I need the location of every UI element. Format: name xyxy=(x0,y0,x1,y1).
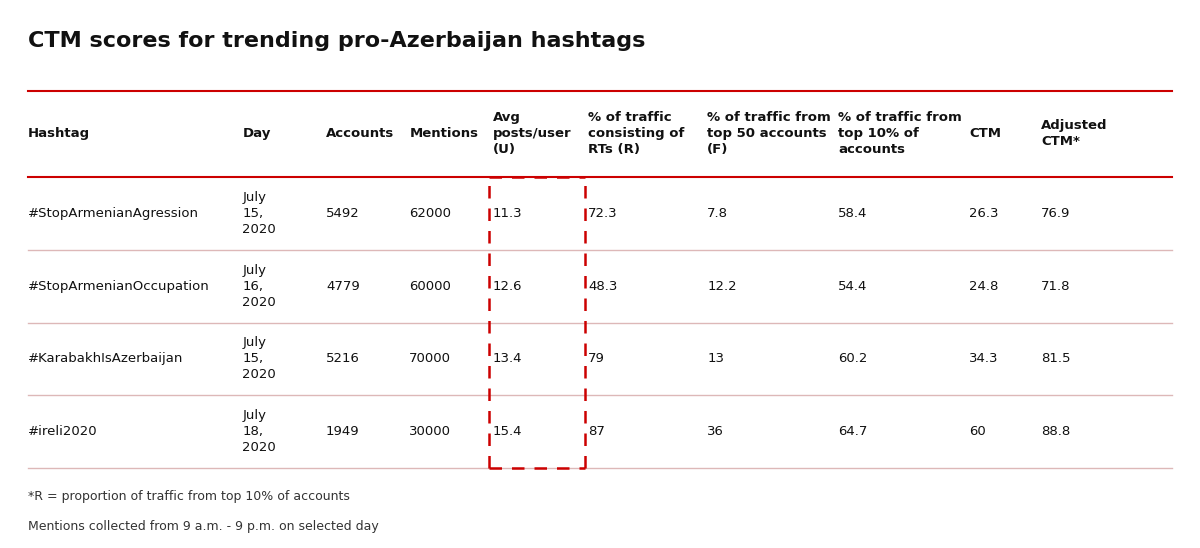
Text: 76.9: 76.9 xyxy=(1040,207,1070,220)
Text: 81.5: 81.5 xyxy=(1040,352,1070,366)
Text: 30000: 30000 xyxy=(409,425,451,438)
Text: 87: 87 xyxy=(588,425,605,438)
Text: Avg
posts/user
(U): Avg posts/user (U) xyxy=(493,111,571,156)
Text: 12.6: 12.6 xyxy=(493,279,522,293)
Text: 79: 79 xyxy=(588,352,605,366)
Text: 60.2: 60.2 xyxy=(839,352,868,366)
Text: 13.4: 13.4 xyxy=(493,352,522,366)
Text: 26.3: 26.3 xyxy=(970,207,998,220)
Text: Mentions: Mentions xyxy=(409,127,479,140)
Text: Mentions collected from 9 a.m. - 9 p.m. on selected day: Mentions collected from 9 a.m. - 9 p.m. … xyxy=(28,520,379,533)
Text: 36: 36 xyxy=(707,425,724,438)
Text: 5216: 5216 xyxy=(326,352,360,366)
Text: Day: Day xyxy=(242,127,271,140)
Text: 72.3: 72.3 xyxy=(588,207,618,220)
Text: 4779: 4779 xyxy=(326,279,360,293)
Text: 15.4: 15.4 xyxy=(493,425,522,438)
Text: % of traffic from
top 50 accounts
(F): % of traffic from top 50 accounts (F) xyxy=(707,111,830,156)
Text: 24.8: 24.8 xyxy=(970,279,998,293)
Text: CTM: CTM xyxy=(970,127,1002,140)
Text: July
15,
2020: July 15, 2020 xyxy=(242,336,276,381)
Text: 5492: 5492 xyxy=(326,207,360,220)
Text: 88.8: 88.8 xyxy=(1040,425,1070,438)
Text: #StopArmenianOccupation: #StopArmenianOccupation xyxy=(28,279,210,293)
Text: 13: 13 xyxy=(707,352,725,366)
Text: July
18,
2020: July 18, 2020 xyxy=(242,409,276,454)
Text: % of traffic from
top 10% of
accounts: % of traffic from top 10% of accounts xyxy=(839,111,962,156)
Text: 70000: 70000 xyxy=(409,352,451,366)
Text: 11.3: 11.3 xyxy=(493,207,522,220)
Text: 64.7: 64.7 xyxy=(839,425,868,438)
Text: *R = proportion of traffic from top 10% of accounts: *R = proportion of traffic from top 10% … xyxy=(28,490,350,503)
Text: #StopArmenianAgression: #StopArmenianAgression xyxy=(28,207,199,220)
Text: 1949: 1949 xyxy=(326,425,360,438)
Text: #ireli2020: #ireli2020 xyxy=(28,425,97,438)
Text: July
15,
2020: July 15, 2020 xyxy=(242,191,276,236)
Text: 12.2: 12.2 xyxy=(707,279,737,293)
Text: Adjusted
CTM*: Adjusted CTM* xyxy=(1040,119,1108,148)
Text: 58.4: 58.4 xyxy=(839,207,868,220)
Text: % of traffic
consisting of
RTs (R): % of traffic consisting of RTs (R) xyxy=(588,111,684,156)
Text: Accounts: Accounts xyxy=(326,127,394,140)
Text: 71.8: 71.8 xyxy=(1040,279,1070,293)
Text: 7.8: 7.8 xyxy=(707,207,728,220)
Text: 62000: 62000 xyxy=(409,207,451,220)
Text: #KarabakhIsAzerbaijan: #KarabakhIsAzerbaijan xyxy=(28,352,184,366)
Text: 48.3: 48.3 xyxy=(588,279,618,293)
Text: 60: 60 xyxy=(970,425,986,438)
Text: July
16,
2020: July 16, 2020 xyxy=(242,264,276,309)
Text: Hashtag: Hashtag xyxy=(28,127,90,140)
Text: CTM scores for trending pro-Azerbaijan hashtags: CTM scores for trending pro-Azerbaijan h… xyxy=(28,31,646,51)
Text: 34.3: 34.3 xyxy=(970,352,998,366)
Text: 54.4: 54.4 xyxy=(839,279,868,293)
Text: 60000: 60000 xyxy=(409,279,451,293)
